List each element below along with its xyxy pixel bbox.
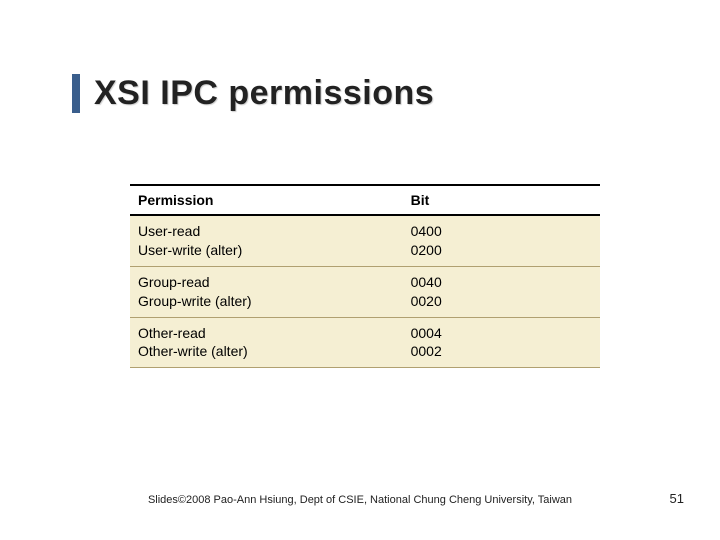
bit-cell: 00400020 xyxy=(403,266,600,317)
table-row: Group-readGroup-write (alter) 00400020 xyxy=(130,266,600,317)
table-row: Other-readOther-write (alter) 00040002 xyxy=(130,317,600,368)
title-accent-bar xyxy=(72,74,80,113)
title-block: XSI IPC permissions xyxy=(72,74,434,113)
page-number: 51 xyxy=(670,491,684,506)
col-header-permission: Permission xyxy=(130,185,403,215)
bit-cell: 00040002 xyxy=(403,317,600,368)
permissions-table: Permission Bit User-readUser-write (alte… xyxy=(130,184,600,368)
footer-text: Slides©2008 Pao-Ann Hsiung, Dept of CSIE… xyxy=(0,494,720,506)
table-row: User-readUser-write (alter) 04000200 xyxy=(130,215,600,266)
table-header-row: Permission Bit xyxy=(130,185,600,215)
bit-cell: 04000200 xyxy=(403,215,600,266)
slide-title: XSI IPC permissions xyxy=(94,74,434,113)
perm-cell: User-readUser-write (alter) xyxy=(130,215,403,266)
permissions-table-wrap: Permission Bit User-readUser-write (alte… xyxy=(130,184,600,368)
col-header-bit: Bit xyxy=(403,185,600,215)
slide: XSI IPC permissions Permission Bit User-… xyxy=(0,0,720,540)
perm-cell: Other-readOther-write (alter) xyxy=(130,317,403,368)
perm-cell: Group-readGroup-write (alter) xyxy=(130,266,403,317)
